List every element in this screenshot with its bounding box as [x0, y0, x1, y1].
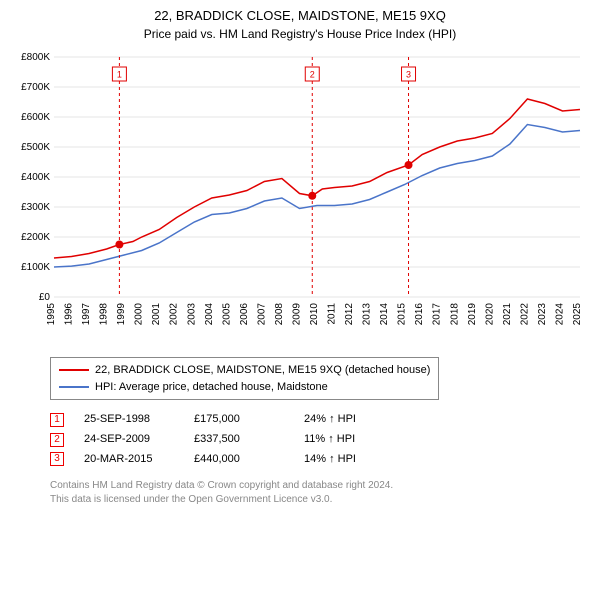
svg-text:1995: 1995 — [46, 303, 57, 326]
event-row: 3 20-MAR-2015£440,00014% ↑ HPI — [50, 450, 590, 470]
svg-text:2018: 2018 — [449, 303, 460, 326]
event-marker: 2 — [50, 433, 64, 447]
svg-text:2017: 2017 — [432, 303, 443, 326]
svg-text:2000: 2000 — [134, 303, 145, 326]
svg-text:£400K: £400K — [21, 172, 50, 183]
svg-text:£100K: £100K — [21, 262, 50, 273]
event-price: £440,000 — [194, 450, 304, 470]
svg-text:2021: 2021 — [502, 303, 513, 326]
event-date: 20-MAR-2015 — [84, 450, 194, 470]
svg-text:£300K: £300K — [21, 202, 50, 213]
svg-text:2007: 2007 — [256, 303, 267, 326]
svg-text:£500K: £500K — [21, 142, 50, 153]
event-date: 24-SEP-2009 — [84, 430, 194, 450]
svg-text:£0: £0 — [39, 292, 51, 303]
svg-text:1996: 1996 — [64, 303, 75, 326]
svg-text:£200K: £200K — [21, 232, 50, 243]
svg-text:2: 2 — [310, 69, 315, 79]
footnote-line: Contains HM Land Registry data © Crown c… — [50, 479, 590, 493]
svg-text:1: 1 — [117, 69, 122, 79]
svg-text:2016: 2016 — [414, 303, 425, 326]
svg-text:3: 3 — [406, 69, 411, 79]
legend-label: HPI: Average price, detached house, Maid… — [95, 379, 328, 396]
event-delta: 24% ↑ HPI — [304, 410, 590, 430]
svg-text:2001: 2001 — [151, 303, 162, 326]
footnote-line: This data is licensed under the Open Gov… — [50, 493, 590, 507]
svg-text:2014: 2014 — [379, 303, 390, 326]
chart-title: 22, BRADDICK CLOSE, MAIDSTONE, ME15 9XQ — [10, 8, 590, 23]
svg-text:2019: 2019 — [467, 303, 478, 326]
svg-text:1998: 1998 — [99, 303, 110, 326]
svg-text:2012: 2012 — [344, 303, 355, 326]
svg-text:2002: 2002 — [169, 303, 180, 326]
legend-swatch — [59, 386, 89, 388]
event-delta: 14% ↑ HPI — [304, 450, 590, 470]
svg-text:2015: 2015 — [397, 303, 408, 326]
svg-text:£700K: £700K — [21, 82, 50, 93]
legend-row: 22, BRADDICK CLOSE, MAIDSTONE, ME15 9XQ … — [59, 362, 430, 379]
svg-text:£800K: £800K — [21, 52, 50, 63]
svg-text:2020: 2020 — [484, 303, 495, 326]
svg-text:2011: 2011 — [327, 303, 338, 325]
svg-text:1997: 1997 — [81, 303, 92, 326]
svg-text:2010: 2010 — [309, 303, 320, 326]
svg-text:2009: 2009 — [291, 303, 302, 326]
event-price: £337,500 — [194, 430, 304, 450]
svg-text:2023: 2023 — [537, 303, 548, 326]
event-price: £175,000 — [194, 410, 304, 430]
svg-text:2003: 2003 — [186, 303, 197, 326]
svg-text:2004: 2004 — [204, 303, 215, 326]
svg-text:2024: 2024 — [554, 303, 565, 326]
svg-text:£600K: £600K — [21, 112, 50, 123]
event-row: 2 24-SEP-2009£337,50011% ↑ HPI — [50, 430, 590, 450]
line-chart: £0 £100K £200K £300K £400K £500K £600K £700K £80… — [10, 49, 590, 349]
event-marker: 1 — [50, 413, 64, 427]
event-marker: 3 — [50, 452, 64, 466]
legend-swatch — [59, 369, 89, 371]
legend-row: HPI: Average price, detached house, Maid… — [59, 379, 430, 396]
svg-text:2006: 2006 — [239, 303, 250, 326]
legend-label: 22, BRADDICK CLOSE, MAIDSTONE, ME15 9XQ … — [95, 362, 430, 379]
legend: 22, BRADDICK CLOSE, MAIDSTONE, ME15 9XQ … — [50, 357, 439, 400]
svg-text:2005: 2005 — [221, 303, 232, 326]
event-delta: 11% ↑ HPI — [304, 430, 590, 450]
svg-text:2008: 2008 — [274, 303, 285, 326]
svg-text:1999: 1999 — [116, 303, 127, 326]
chart-subtitle: Price paid vs. HM Land Registry's House … — [10, 27, 590, 41]
svg-text:2013: 2013 — [362, 303, 373, 326]
event-date: 25-SEP-1998 — [84, 410, 194, 430]
chart-container: £0 £100K £200K £300K £400K £500K £600K £700K £80… — [10, 49, 590, 349]
event-row: 1 25-SEP-1998£175,00024% ↑ HPI — [50, 410, 590, 430]
svg-text:2025: 2025 — [572, 303, 583, 326]
footnote: Contains HM Land Registry data © Crown c… — [50, 479, 590, 507]
svg-text:2022: 2022 — [519, 303, 530, 326]
event-table: 1 25-SEP-1998£175,00024% ↑ HPI 2 24-SEP-200… — [50, 410, 590, 469]
